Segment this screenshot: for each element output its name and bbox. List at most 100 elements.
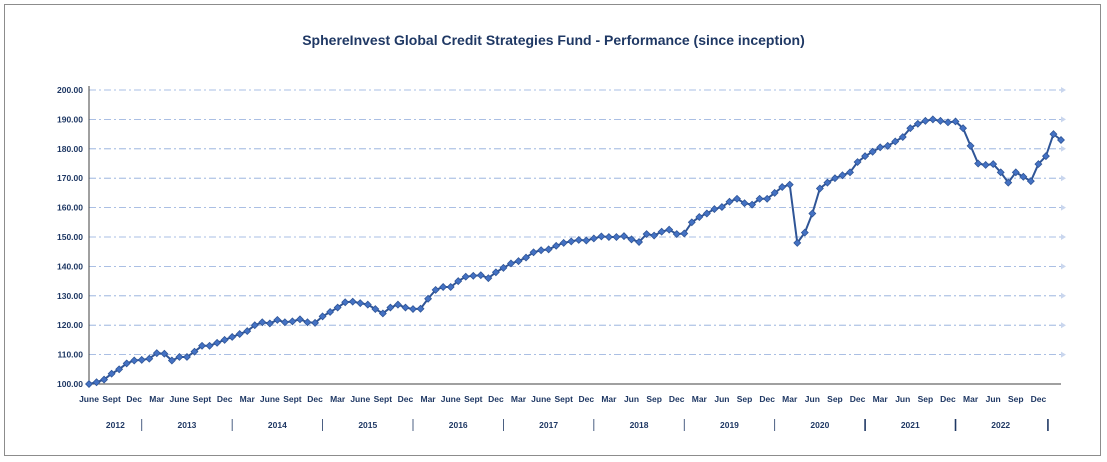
data-point <box>944 118 952 127</box>
data-point <box>846 168 854 177</box>
x-tick-label: June <box>531 394 551 404</box>
data-point <box>288 317 297 326</box>
x-tick-label: Dec <box>1031 394 1047 404</box>
gridline-arrow <box>1061 292 1066 299</box>
data-point <box>1019 172 1028 181</box>
x-tick-label: Mar <box>330 394 346 404</box>
gridline-arrow <box>1061 234 1066 240</box>
data-point <box>883 141 892 150</box>
data-point <box>333 303 342 312</box>
data-point <box>702 209 711 218</box>
x-tick-label: Sep <box>737 394 753 404</box>
y-tick-label: 130.00 <box>57 291 83 301</box>
series-line <box>88 118 1062 385</box>
data-point <box>574 235 583 244</box>
x-tick-label: June <box>79 394 99 404</box>
data-point <box>175 352 184 361</box>
data-point <box>876 143 885 152</box>
data-point <box>853 158 862 166</box>
data-point <box>273 315 282 324</box>
x-tick-label: Dec <box>940 394 956 404</box>
data-point <box>115 365 124 374</box>
data-point <box>137 355 146 364</box>
data-point <box>868 147 877 156</box>
data-point <box>378 309 387 318</box>
data-point <box>793 238 802 247</box>
y-tick-label: 170.00 <box>57 173 83 183</box>
year-label: 2019 <box>720 420 739 430</box>
data-point <box>996 168 1005 177</box>
data-point <box>823 178 832 187</box>
data-point <box>484 274 493 283</box>
data-point <box>785 180 794 189</box>
data-point <box>544 245 553 254</box>
data-point <box>318 312 327 321</box>
y-tick-label: 100.00 <box>57 379 83 389</box>
year-label: 2016 <box>449 420 468 430</box>
x-tick-label: Sept <box>374 394 393 404</box>
data-point <box>687 218 696 227</box>
data-point <box>748 200 757 209</box>
data-point <box>100 375 109 384</box>
data-point <box>198 341 206 350</box>
data-point <box>936 116 945 125</box>
axes <box>88 86 1061 385</box>
x-tick-label: Sept <box>102 394 121 404</box>
data-point <box>228 332 237 341</box>
data-point <box>130 356 139 365</box>
y-tick-label: 120.00 <box>57 320 83 330</box>
data-point <box>122 359 131 368</box>
data-point <box>1034 160 1043 169</box>
x-tick-label: Sept <box>193 394 212 404</box>
x-tick-label: Dec <box>669 394 685 404</box>
data-point <box>235 330 244 338</box>
data-point <box>182 352 191 361</box>
data-point <box>650 231 659 240</box>
data-point <box>1004 178 1013 187</box>
x-tick-label: Mar <box>692 394 708 404</box>
data-point <box>672 230 681 239</box>
x-tick-label: Sep <box>918 394 934 404</box>
x-tick-label: Jun <box>805 394 820 404</box>
data-point <box>559 238 568 247</box>
data-point <box>906 124 915 133</box>
data-point <box>326 308 335 316</box>
data-point <box>800 228 809 237</box>
x-tick-label: June <box>441 394 461 404</box>
y-tick-label: 150.00 <box>57 232 83 242</box>
data-point <box>589 234 598 243</box>
data-point <box>476 271 485 280</box>
data-point <box>92 378 101 387</box>
data-point <box>522 253 530 262</box>
data-point <box>107 369 116 378</box>
data-point <box>959 124 968 133</box>
gridline-arrow <box>1061 322 1066 329</box>
data-point <box>612 233 621 241</box>
data-point <box>891 137 900 146</box>
data-point <box>265 319 274 328</box>
data-point <box>567 237 576 246</box>
data-point <box>296 315 304 324</box>
data-point <box>446 283 455 291</box>
x-tick-label: Mar <box>421 394 437 404</box>
x-tick-label: Mar <box>601 394 617 404</box>
data-point <box>431 285 440 294</box>
x-tick-label: Mar <box>782 394 798 404</box>
data-point <box>657 227 666 236</box>
x-tick-label: June <box>350 394 370 404</box>
data-point <box>898 133 907 142</box>
data-point <box>205 341 214 350</box>
x-tick-label: Mar <box>149 394 165 404</box>
data-point <box>1026 177 1035 186</box>
data-point <box>243 327 252 336</box>
x-tick-label: Dec <box>488 394 504 404</box>
data-point <box>770 188 779 197</box>
data-point <box>341 298 350 307</box>
data-point <box>250 321 259 330</box>
data-point <box>258 318 267 327</box>
data-point <box>469 271 478 280</box>
data-point <box>213 338 222 347</box>
data-point <box>386 303 395 312</box>
data-point <box>725 197 734 206</box>
x-tick-label: Dec <box>579 394 595 404</box>
